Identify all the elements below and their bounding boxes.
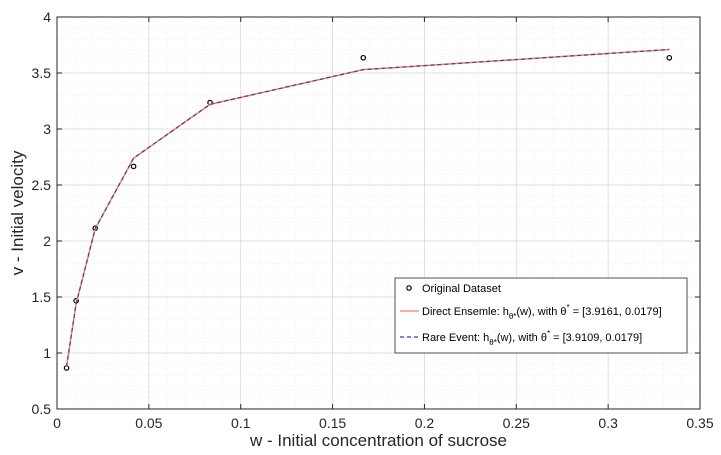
axis-ticks <box>56 16 701 410</box>
x-tick-label: 0.2 <box>415 415 435 431</box>
legend-box <box>394 277 688 354</box>
y-tick-label: 1.5 <box>32 289 52 305</box>
legend: Original Dataset Direct Ensemle: hθ*(w), … <box>394 277 688 354</box>
legend-label: Original Dataset <box>422 283 501 295</box>
y-tick-label: 3 <box>43 121 51 137</box>
x-tick-label: 0.15 <box>319 415 346 431</box>
series-layer <box>63 48 673 371</box>
series-line-2 <box>65 48 670 367</box>
y-tick-label: 4 <box>43 9 51 25</box>
legend-marker <box>406 285 412 291</box>
legend-label: Direct Ensemle: hθ*(w), with θ* = [3.916… <box>422 303 662 321</box>
y-tick-label: 0.5 <box>32 401 52 417</box>
y-axis-title: v - Initial velocity <box>8 150 27 275</box>
x-tick-label: 0.35 <box>686 415 713 431</box>
y-tick-label: 2.5 <box>32 177 52 193</box>
data-point <box>130 163 137 170</box>
tick-labels: 0 0.05 0.1 0.15 0.2 0.25 0.3 0.35 0.5 1 1.5 2 2.5 3 3.… <box>32 9 714 431</box>
x-axis-title: w - Initial concentration of sucrose <box>249 431 507 450</box>
y-tick-label: 1 <box>43 345 51 361</box>
x-tick-label: 0.1 <box>231 415 251 431</box>
minor-grid <box>57 17 700 409</box>
x-tick-label: 0.25 <box>503 415 530 431</box>
y-tick-label: 2 <box>43 233 51 249</box>
x-tick-label: 0 <box>53 415 61 431</box>
legend-label: Rare Event: hθ*(w), with θ* = [3.9109, 0… <box>422 329 642 347</box>
y-tick-label: 3.5 <box>32 65 52 81</box>
data-point <box>360 54 367 61</box>
data-point <box>666 54 673 61</box>
plot-frame <box>56 16 701 410</box>
x-tick-label: 0.3 <box>598 415 618 431</box>
x-tick-label: 0.05 <box>135 415 162 431</box>
